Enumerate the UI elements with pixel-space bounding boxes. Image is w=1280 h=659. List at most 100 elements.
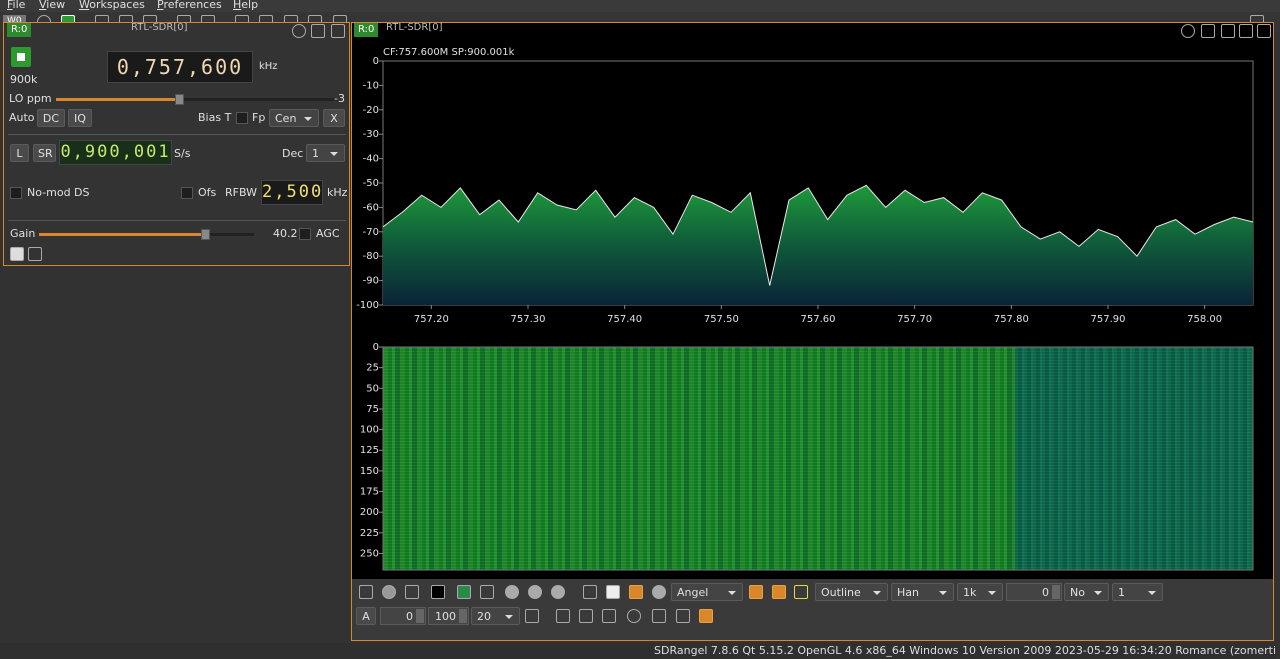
averaging-mode-combo[interactable]: No [1064, 583, 1109, 601]
help-icon[interactable] [1181, 24, 1195, 38]
float-icon[interactable] [311, 24, 325, 38]
close-icon[interactable] [331, 24, 345, 38]
histogram-icon[interactable] [772, 585, 786, 599]
fp-position-combo[interactable]: Cen [269, 109, 319, 127]
peak-icon[interactable] [480, 585, 494, 599]
rfbw-dial[interactable]: 2,500 [261, 180, 323, 205]
waterfall-tick-label: 150 [360, 466, 379, 477]
color-icon[interactable] [431, 585, 445, 599]
bias-t-checkbox[interactable] [236, 112, 248, 124]
clear-icon[interactable] [382, 585, 396, 599]
auto-scale-button[interactable]: A [356, 607, 376, 625]
fp-label: Fp [252, 111, 266, 124]
close-icon[interactable] [1257, 24, 1271, 38]
waterfall-left [383, 347, 1015, 570]
fill-icon[interactable] [457, 585, 471, 599]
dc-button[interactable]: DC [37, 109, 65, 127]
trace-mode-combo[interactable]: Outline [815, 583, 888, 601]
save-icon[interactable] [579, 609, 593, 623]
low-sr-button[interactable]: L [10, 144, 29, 162]
expand-icon[interactable] [10, 247, 24, 261]
float-icon[interactable] [1201, 24, 1215, 38]
iq-button[interactable]: IQ [68, 109, 92, 127]
average-icon[interactable] [528, 585, 542, 599]
x-tick-label: 757.20 [414, 314, 449, 325]
palette-combo[interactable]: Angel [671, 583, 743, 601]
gamma-icon[interactable] [652, 585, 666, 599]
markers-icon[interactable] [627, 609, 641, 623]
waterfall-icon[interactable] [749, 585, 763, 599]
waterfall-tick-label: 50 [366, 383, 379, 394]
waterfall-tick-label: 225 [360, 528, 379, 539]
fft-overlap-spin[interactable]: 0 [1006, 583, 1062, 601]
3d-icon[interactable] [794, 585, 808, 599]
maximize-icon[interactable] [1239, 24, 1253, 38]
separator [8, 134, 346, 135]
y-tick-label: -100 [356, 300, 379, 311]
waterfall-tick-label: 200 [360, 507, 379, 518]
grid-icon[interactable] [359, 585, 373, 599]
spectrum-title: RTL-SDR[0] [386, 22, 443, 33]
server-icon[interactable] [602, 609, 616, 623]
annotation-icon[interactable] [699, 609, 713, 623]
lo-ppm-slider[interactable] [56, 94, 338, 105]
menu-item[interactable]: File [7, 0, 26, 11]
device-tab: R:0 [7, 23, 32, 37]
y-tick-label: -80 [363, 251, 379, 262]
x-tick-label: 757.70 [897, 314, 932, 325]
no-mod-checkbox[interactable] [10, 187, 22, 199]
y-tick-label: -90 [363, 276, 379, 287]
fft-size-combo[interactable]: 1k [957, 583, 1003, 601]
y-tick-label: -50 [363, 178, 379, 189]
x-tick-label: 757.90 [1091, 314, 1126, 325]
bias-t-label: Bias T [198, 111, 232, 124]
menu-item[interactable]: Help [233, 0, 259, 11]
status-text: SDRangel 7.8.6 Qt 5.15.2 OpenGL 4.6 x86_… [654, 644, 1276, 657]
measure-icon[interactable] [652, 609, 666, 623]
ref-level-spin[interactable]: 0 [380, 607, 426, 625]
agc-checkbox[interactable] [299, 228, 311, 240]
close-button[interactable]: X [323, 109, 345, 127]
help-icon[interactable] [292, 24, 306, 38]
start-stop-button[interactable] [11, 47, 31, 67]
trace-icon[interactable] [583, 585, 597, 599]
freeze-icon[interactable] [405, 585, 419, 599]
pause-icon[interactable] [556, 609, 570, 623]
x-tick-label: 757.60 [801, 314, 836, 325]
range-spin[interactable]: 100 [428, 607, 469, 625]
averaging-combo[interactable]: 1 [1112, 583, 1163, 601]
lo-ppm-label: LO ppm [9, 92, 52, 105]
waterfall-tick-label: 100 [360, 425, 379, 436]
menu-item[interactable]: Workspaces [79, 0, 145, 11]
stream-icon[interactable] [28, 247, 42, 261]
sr-button[interactable]: SR [33, 144, 56, 162]
menu-item[interactable]: Preferences [157, 0, 222, 11]
x-tick-label: 757.50 [704, 314, 739, 325]
ofs-checkbox[interactable] [181, 187, 193, 199]
y-tick-label: 0 [373, 56, 379, 67]
log-icon[interactable] [525, 609, 539, 623]
shrink-icon[interactable] [1221, 24, 1235, 38]
menu-item[interactable]: View [39, 0, 66, 11]
waterfall-frame [382, 346, 1254, 571]
x-tick-label: 757.30 [511, 314, 546, 325]
fps-combo[interactable]: 20 [471, 607, 520, 625]
trace-icon[interactable] [629, 585, 643, 599]
current-icon[interactable] [551, 585, 565, 599]
window-combo[interactable]: Han [891, 583, 954, 601]
max-hold-icon[interactable] [505, 585, 519, 599]
spectrum-info: CF:757.600M SP:900.001k [383, 47, 515, 58]
frequency-dial[interactable]: 0,757,600 [107, 51, 253, 83]
trace-icon[interactable] [606, 585, 620, 599]
waterfall-tick-label: 125 [360, 445, 379, 456]
waterfall-tick-label: 25 [366, 363, 379, 374]
frequency-unit: kHz [259, 61, 278, 72]
waterfall-tick-label: 250 [360, 548, 379, 559]
sample-rate-unit: S/s [174, 147, 191, 160]
gain-slider[interactable] [39, 229, 254, 240]
calibration-icon[interactable] [676, 609, 690, 623]
dec-combo[interactable]: 1 [306, 144, 345, 162]
sample-rate-dial[interactable]: 0,900,001 [59, 140, 172, 165]
status-bar: SDRangel 7.8.6 Qt 5.15.2 OpenGL 4.6 x86_… [0, 643, 1276, 659]
